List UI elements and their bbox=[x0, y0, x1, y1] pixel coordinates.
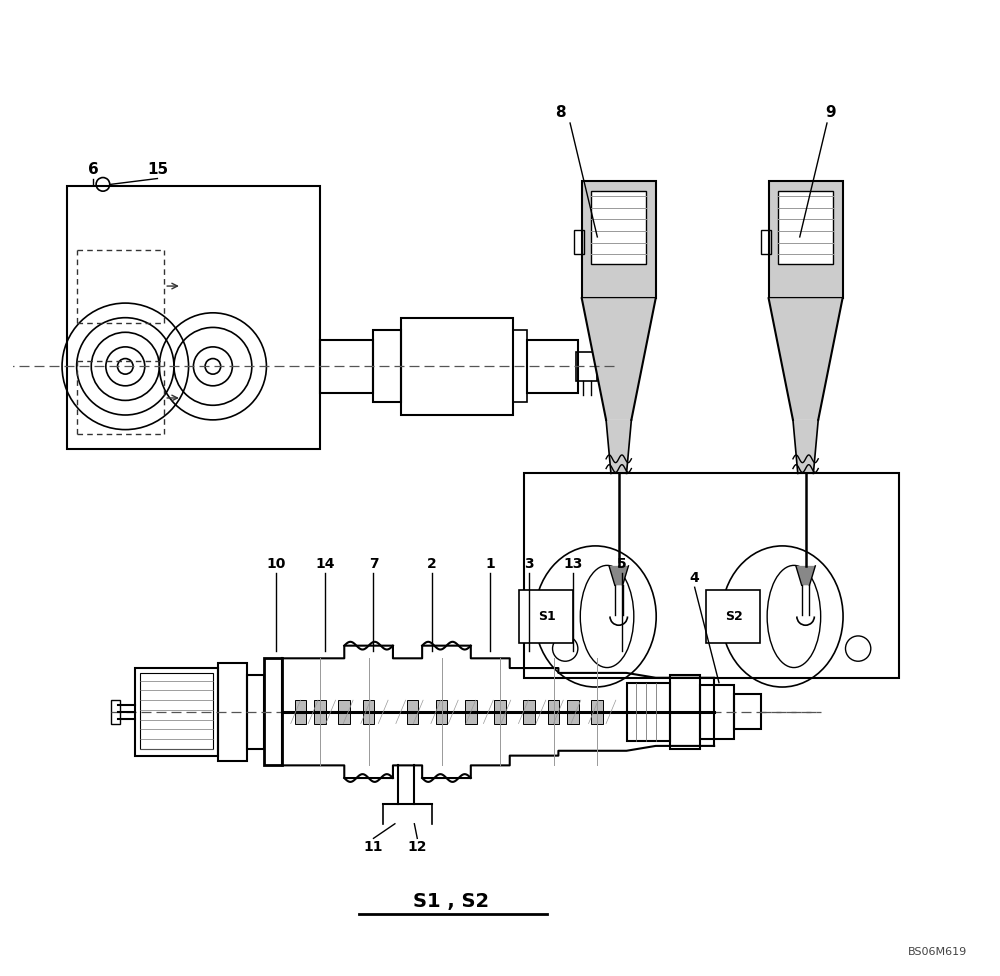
Polygon shape bbox=[769, 299, 843, 420]
Bar bbox=[407, 700, 418, 723]
Bar bbox=[700, 684, 734, 739]
Polygon shape bbox=[796, 566, 815, 586]
Text: 2: 2 bbox=[427, 556, 437, 571]
Bar bbox=[494, 700, 506, 723]
Bar bbox=[401, 317, 513, 415]
Text: 5: 5 bbox=[617, 556, 627, 571]
Bar bbox=[373, 330, 401, 402]
Bar bbox=[591, 191, 646, 264]
Bar bbox=[338, 700, 350, 723]
Bar bbox=[320, 340, 373, 392]
Bar bbox=[111, 700, 120, 723]
Bar bbox=[218, 663, 247, 760]
Text: 14: 14 bbox=[315, 556, 335, 571]
Bar bbox=[734, 694, 761, 729]
Bar bbox=[465, 700, 477, 723]
Bar bbox=[519, 590, 573, 643]
Text: 8: 8 bbox=[555, 105, 566, 120]
Text: 4: 4 bbox=[690, 571, 700, 586]
Bar bbox=[140, 672, 213, 749]
Bar bbox=[264, 659, 282, 765]
Bar bbox=[527, 340, 578, 392]
Bar bbox=[67, 186, 320, 449]
Polygon shape bbox=[609, 566, 628, 586]
Text: 13: 13 bbox=[563, 556, 583, 571]
Bar bbox=[295, 700, 306, 723]
Text: S1 , S2: S1 , S2 bbox=[413, 892, 489, 912]
Text: 6: 6 bbox=[88, 162, 99, 177]
Bar bbox=[567, 700, 579, 723]
Text: 15: 15 bbox=[147, 162, 168, 177]
Bar bbox=[524, 473, 899, 677]
Bar bbox=[363, 700, 374, 723]
Text: 11: 11 bbox=[364, 840, 383, 854]
Polygon shape bbox=[606, 420, 631, 473]
Text: 12: 12 bbox=[408, 840, 427, 854]
Text: 9: 9 bbox=[826, 105, 836, 120]
Bar bbox=[627, 682, 670, 741]
Text: BS06M619: BS06M619 bbox=[908, 947, 967, 957]
Text: 1: 1 bbox=[485, 556, 495, 571]
Bar bbox=[761, 230, 771, 255]
Text: S2: S2 bbox=[725, 610, 742, 623]
Bar bbox=[706, 590, 760, 643]
Bar bbox=[576, 351, 597, 381]
Bar bbox=[314, 700, 326, 723]
Bar bbox=[135, 668, 218, 755]
Text: S1: S1 bbox=[538, 610, 556, 623]
Polygon shape bbox=[582, 299, 656, 420]
Bar bbox=[769, 182, 843, 299]
Bar bbox=[436, 700, 447, 723]
Bar bbox=[523, 700, 535, 723]
Bar bbox=[548, 700, 559, 723]
Bar bbox=[778, 191, 833, 264]
Text: 10: 10 bbox=[266, 556, 286, 571]
Polygon shape bbox=[793, 420, 818, 473]
Bar bbox=[670, 674, 700, 749]
Bar bbox=[574, 230, 584, 255]
Text: 3: 3 bbox=[524, 556, 534, 571]
Bar bbox=[513, 330, 527, 402]
Text: 7: 7 bbox=[369, 556, 378, 571]
Bar bbox=[247, 674, 264, 749]
Bar bbox=[591, 700, 603, 723]
Bar bbox=[582, 182, 656, 299]
